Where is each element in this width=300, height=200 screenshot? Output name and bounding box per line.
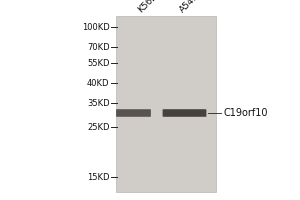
Text: 100KD: 100KD bbox=[82, 22, 110, 31]
FancyBboxPatch shape bbox=[116, 109, 151, 117]
Text: 25KD: 25KD bbox=[87, 122, 110, 132]
Bar bbox=[116, 16, 216, 192]
Text: 35KD: 35KD bbox=[87, 98, 110, 108]
Text: A549: A549 bbox=[178, 0, 201, 14]
Text: 70KD: 70KD bbox=[87, 43, 110, 51]
Text: 55KD: 55KD bbox=[87, 58, 110, 68]
Text: C19orf10: C19orf10 bbox=[224, 108, 268, 118]
Text: K562: K562 bbox=[136, 0, 159, 14]
Text: 15KD: 15KD bbox=[87, 172, 110, 182]
Text: 40KD: 40KD bbox=[87, 78, 110, 88]
FancyBboxPatch shape bbox=[163, 109, 206, 117]
